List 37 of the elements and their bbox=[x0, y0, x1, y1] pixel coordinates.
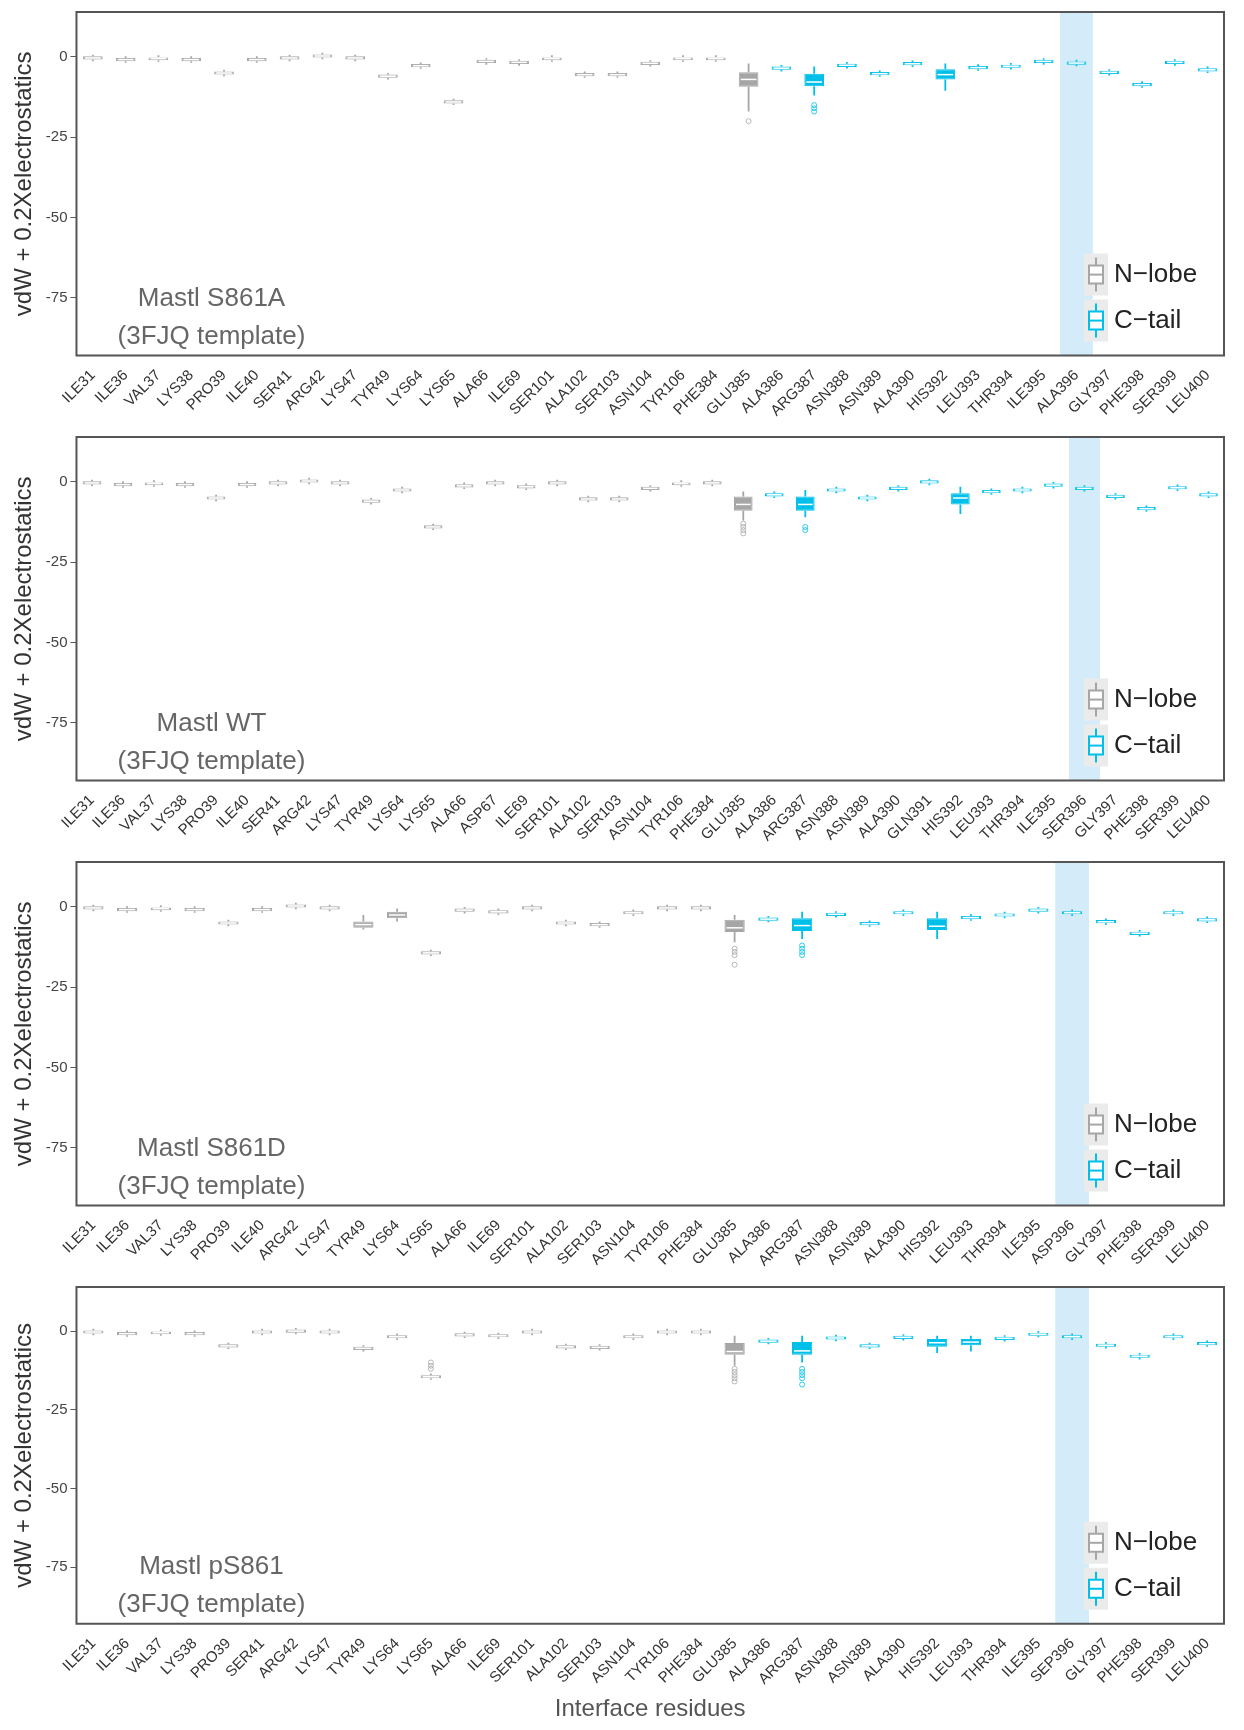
legend-label: C−tail bbox=[1114, 728, 1182, 759]
annotation: Mastl S861D bbox=[137, 1131, 286, 1162]
y-tick-label: -75 bbox=[45, 1137, 68, 1155]
legend-label: C−tail bbox=[1114, 1153, 1182, 1184]
annotation: (3FJQ template) bbox=[117, 1587, 306, 1618]
y-tick-label: 0 bbox=[59, 472, 68, 490]
legend-label: N−lobe bbox=[1114, 1107, 1198, 1138]
y-tick-label: -25 bbox=[45, 552, 68, 570]
y-tick-label: -25 bbox=[45, 977, 68, 995]
y-tick-label: 0 bbox=[59, 47, 68, 65]
y-tick-label: 0 bbox=[59, 1321, 68, 1339]
y-tick-label: -75 bbox=[45, 712, 68, 730]
y-tick-label: -50 bbox=[45, 1057, 68, 1075]
y-tick-label: 0 bbox=[59, 897, 68, 915]
y-axis-title: vdW + 0.2Xelectrostatics bbox=[9, 51, 37, 317]
y-tick-label: -25 bbox=[45, 1399, 68, 1417]
legend-label: C−tail bbox=[1114, 1571, 1182, 1602]
y-tick-label: -75 bbox=[45, 1557, 68, 1575]
x-axis-title: Interface residues bbox=[554, 1694, 746, 1722]
y-tick-label: -50 bbox=[45, 1478, 68, 1496]
y-tick-label: -50 bbox=[45, 632, 68, 650]
legend-label: C−tail bbox=[1114, 303, 1182, 334]
y-tick-label: -25 bbox=[45, 127, 68, 145]
y-axis-title: vdW + 0.2Xelectrostatics bbox=[9, 901, 37, 1167]
legend-label: N−lobe bbox=[1114, 1525, 1198, 1556]
legend-label: N−lobe bbox=[1114, 682, 1198, 713]
legend-label: N−lobe bbox=[1114, 257, 1198, 288]
annotation: (3FJQ template) bbox=[117, 744, 306, 775]
annotation: Mastl S861A bbox=[137, 281, 286, 312]
annotation: (3FJQ template) bbox=[117, 319, 306, 350]
y-tick-label: -50 bbox=[45, 207, 68, 225]
annotation: (3FJQ template) bbox=[117, 1169, 306, 1200]
annotation: Mastl pS861 bbox=[139, 1549, 284, 1580]
y-axis-title: vdW + 0.2Xelectrostatics bbox=[9, 1323, 37, 1588]
y-tick-label: -75 bbox=[45, 287, 68, 305]
annotation: Mastl WT bbox=[156, 706, 267, 737]
y-axis-title: vdW + 0.2Xelectrostatics bbox=[9, 476, 37, 742]
